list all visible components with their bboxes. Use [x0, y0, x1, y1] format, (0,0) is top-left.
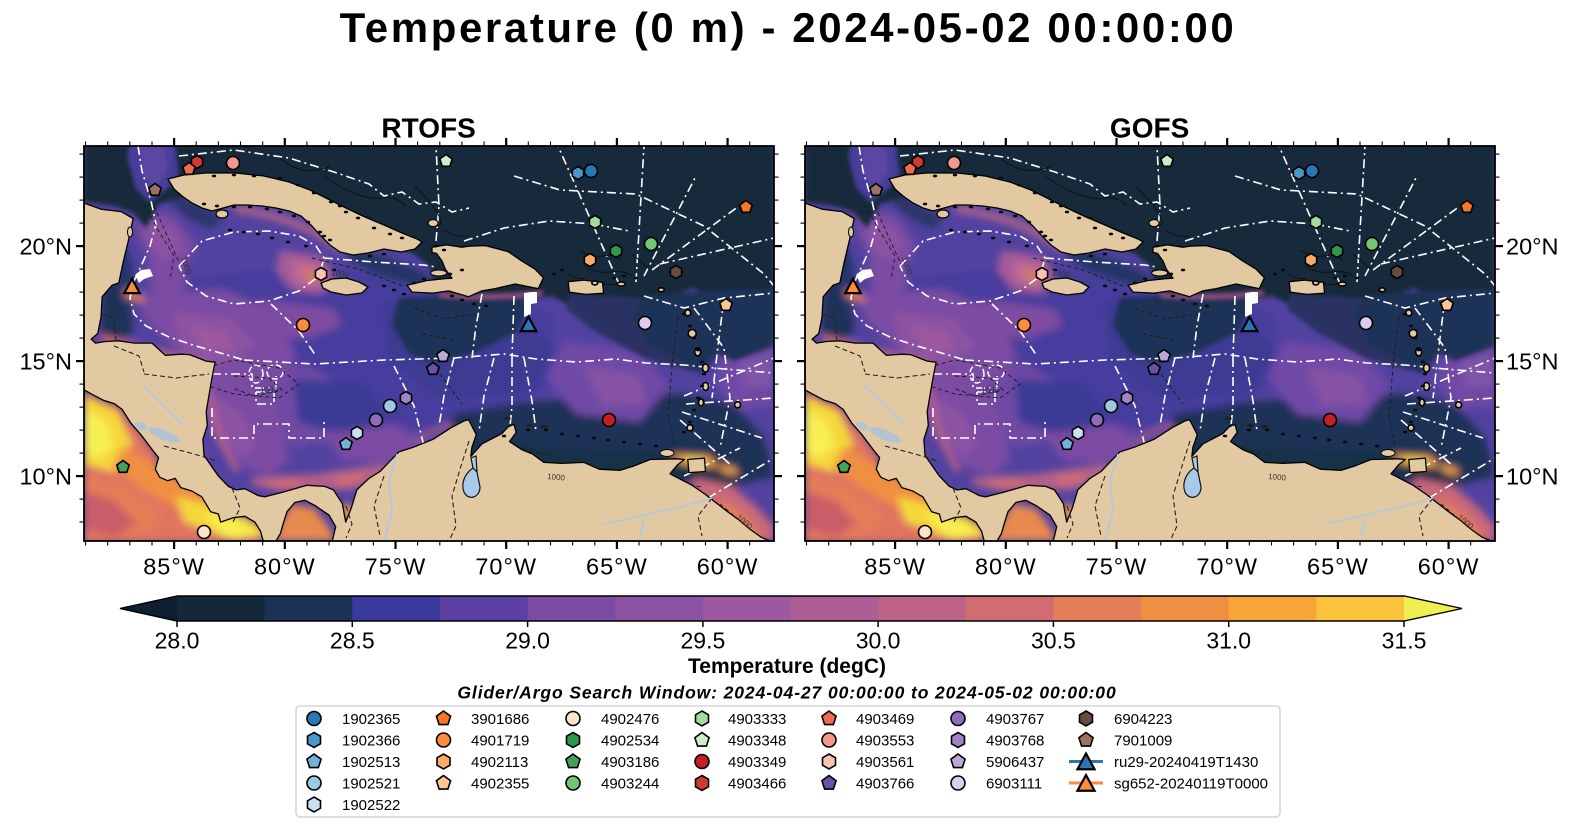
svg-text:ru29-20240419T1430: ru29-20240419T1430	[1114, 754, 1258, 771]
svg-text:28.0: 28.0	[155, 628, 200, 654]
svg-text:4903466: 4903466	[728, 775, 786, 792]
svg-text:6904223: 6904223	[1114, 711, 1172, 728]
svg-text:29.0: 29.0	[505, 628, 550, 654]
svg-text:85°W: 85°W	[864, 554, 926, 580]
svg-text:30.0: 30.0	[856, 628, 901, 654]
svg-text:Temperature (0 m) - 2024-05-02: Temperature (0 m) - 2024-05-02 00:00:00	[340, 4, 1237, 51]
svg-text:4903767: 4903767	[986, 711, 1044, 728]
svg-text:4903561: 4903561	[856, 754, 914, 771]
svg-text:4903186: 4903186	[601, 754, 659, 771]
svg-text:80°W: 80°W	[254, 554, 316, 580]
svg-text:3901686: 3901686	[471, 711, 529, 728]
svg-text:4901719: 4901719	[471, 732, 529, 749]
svg-text:20°N: 20°N	[1506, 233, 1559, 259]
svg-text:4903244: 4903244	[601, 775, 659, 792]
svg-text:4903766: 4903766	[856, 775, 914, 792]
svg-text:60°W: 60°W	[1418, 554, 1480, 580]
svg-text:80°W: 80°W	[975, 554, 1037, 580]
svg-text:7901009: 7901009	[1114, 732, 1172, 749]
svg-text:6903111: 6903111	[986, 775, 1042, 792]
svg-text:28.5: 28.5	[330, 628, 375, 654]
svg-text:75°W: 75°W	[1086, 554, 1148, 580]
svg-text:Temperature (degC): Temperature (degC)	[688, 655, 886, 678]
svg-text:70°W: 70°W	[1196, 554, 1258, 580]
svg-text:1902522: 1902522	[342, 797, 400, 814]
svg-text:65°W: 65°W	[586, 554, 648, 580]
svg-text:1902521: 1902521	[342, 775, 400, 792]
svg-text:65°W: 65°W	[1307, 554, 1369, 580]
svg-text:4903553: 4903553	[856, 732, 914, 749]
svg-text:10°N: 10°N	[19, 463, 72, 489]
svg-text:4902534: 4902534	[601, 732, 659, 749]
svg-text:Glider/Argo Search Window: 202: Glider/Argo Search Window: 2024-04-27 00…	[457, 683, 1116, 703]
svg-text:4902476: 4902476	[601, 711, 659, 728]
svg-text:RTOFS: RTOFS	[381, 113, 475, 144]
svg-text:4903768: 4903768	[986, 732, 1044, 749]
svg-text:15°N: 15°N	[19, 348, 72, 374]
svg-text:4902113: 4902113	[471, 754, 528, 771]
svg-text:60°W: 60°W	[697, 554, 759, 580]
svg-text:4903349: 4903349	[728, 754, 786, 771]
svg-text:1902366: 1902366	[342, 732, 400, 749]
svg-text:31.0: 31.0	[1206, 628, 1251, 654]
svg-text:sg652-20240119T0000: sg652-20240119T0000	[1114, 775, 1268, 792]
svg-text:31.5: 31.5	[1382, 628, 1427, 654]
svg-text:1902513: 1902513	[342, 754, 400, 771]
svg-text:4903333: 4903333	[728, 711, 786, 728]
svg-text:GOFS: GOFS	[1110, 113, 1189, 144]
svg-text:5906437: 5906437	[986, 754, 1044, 771]
svg-text:20°N: 20°N	[19, 233, 72, 259]
svg-text:70°W: 70°W	[475, 554, 537, 580]
svg-text:85°W: 85°W	[143, 554, 205, 580]
svg-text:4903348: 4903348	[728, 732, 786, 749]
svg-text:30.5: 30.5	[1031, 628, 1076, 654]
svg-text:15°N: 15°N	[1506, 348, 1559, 374]
svg-text:10°N: 10°N	[1506, 463, 1559, 489]
svg-text:4903469: 4903469	[856, 711, 914, 728]
svg-text:29.5: 29.5	[681, 628, 726, 654]
svg-text:4902355: 4902355	[471, 775, 529, 792]
svg-text:1902365: 1902365	[342, 711, 400, 728]
svg-text:75°W: 75°W	[365, 554, 427, 580]
